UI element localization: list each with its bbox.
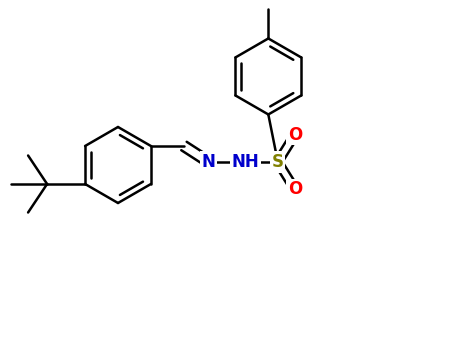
Text: S: S [272,153,284,171]
Text: NH: NH [232,153,259,171]
Text: O: O [288,180,302,198]
Text: O: O [288,126,302,144]
Text: N: N [202,153,216,171]
